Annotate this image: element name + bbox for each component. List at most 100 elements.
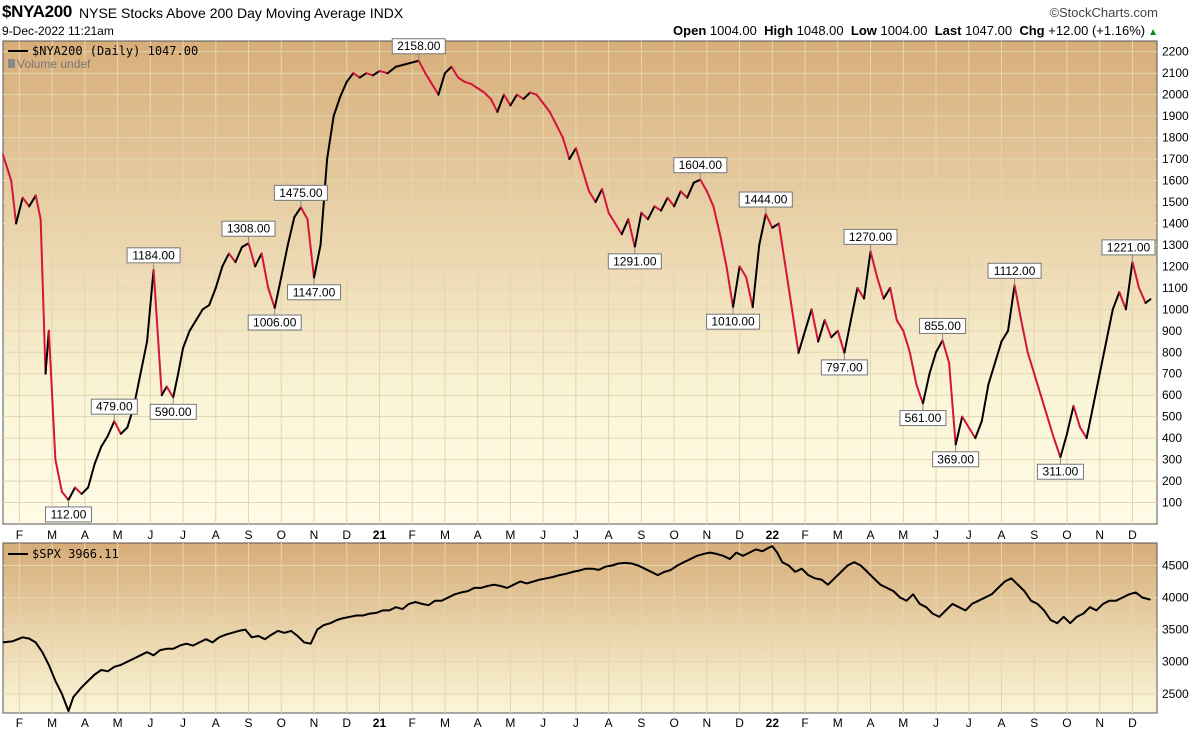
nya200-segment [836, 329, 846, 354]
x-tick-label: S [245, 716, 253, 730]
nya200-segment [1020, 319, 1029, 354]
x-tick-label: A [997, 716, 1005, 730]
annotation-box [221, 220, 276, 237]
nya200-segment [908, 351, 918, 386]
nya200-segment [1105, 308, 1114, 343]
nya200-segment [1118, 291, 1127, 311]
x-tick-label: N [703, 716, 712, 730]
nya200-segment [588, 190, 597, 203]
nya200-segment [293, 206, 302, 219]
nya200-segment [1131, 260, 1140, 289]
nya200-segment [80, 486, 90, 495]
x-tick-label: J [573, 528, 579, 542]
annotation-box [706, 313, 761, 330]
nya200-segment [394, 63, 406, 68]
chart-title: NYSE Stocks Above 200 Day Moving Average… [79, 5, 403, 21]
annotation-label: 2158.00 [397, 39, 441, 53]
nya200-segment [113, 420, 122, 435]
nya200-segment [54, 458, 63, 493]
last-value: 1047.00 [965, 23, 1013, 38]
annotation-box [126, 247, 181, 264]
nya200-segment [915, 383, 924, 405]
nya200-segment [15, 196, 24, 225]
nya200-segment [74, 486, 83, 495]
spx-path [2, 545, 1151, 713]
x-tick-label: S [637, 716, 645, 730]
nya200-segment [928, 351, 938, 375]
x-tick-label: M [505, 528, 515, 542]
x-tick-label: J [966, 716, 972, 730]
nya200-segment [1124, 260, 1134, 311]
nya200-segment [876, 276, 885, 300]
annotation-label: 1221.00 [1107, 240, 1151, 254]
nya200-segment [1007, 284, 1016, 332]
annotation-label: 1006.00 [253, 316, 297, 330]
x-tick-label: A [212, 528, 220, 542]
nya200-segment [614, 222, 623, 236]
x-tick-label: F [16, 716, 23, 730]
x-tick-label: N [703, 528, 712, 542]
x-tick-label: M [833, 716, 843, 730]
x-tick-label: F [409, 716, 416, 730]
nya200-segment [386, 65, 397, 75]
nya200-segment [1059, 432, 1068, 459]
nya200-segment [889, 286, 898, 322]
annotation-label: 1604.00 [679, 158, 723, 172]
nya200-segment [28, 194, 37, 208]
y-tick-label: 1900 [1162, 109, 1189, 123]
annotation-label: 1112.00 [994, 264, 1036, 278]
nya200-segment [1085, 404, 1095, 440]
nya200-segment [496, 93, 505, 113]
annotation-box [1036, 463, 1084, 480]
nya200-segment [758, 213, 767, 246]
x-tick-label: J [573, 716, 579, 730]
nya200-segment [172, 372, 180, 399]
y-tick-label: 4500 [1162, 558, 1189, 572]
nya200-segment [139, 340, 149, 375]
bottom-panel-bg [2, 542, 1158, 714]
y-tick-label: 1500 [1162, 195, 1189, 209]
nya200-segment [470, 82, 479, 90]
y-tick-label: 800 [1162, 345, 1182, 359]
nya200-segment [371, 70, 381, 77]
nya200-segment [463, 80, 473, 85]
x-tick-label: N [1095, 716, 1104, 730]
brand-link[interactable]: ©StockCharts.com [1049, 5, 1158, 20]
y-tick-label: 3000 [1162, 655, 1189, 669]
x-tick-label: M [47, 716, 57, 730]
x-tick-label: J [147, 716, 153, 730]
nya200-segment [195, 308, 204, 322]
nya200-segment [529, 91, 538, 96]
nya200-segment [476, 87, 486, 94]
nya200-segment [358, 72, 368, 79]
nya200-segment [640, 211, 649, 221]
x-tick-label: O [669, 528, 678, 542]
nya200-segment [489, 97, 499, 113]
nya200-segment [660, 196, 669, 212]
x-tick-label: D [1128, 716, 1137, 730]
nya200-segment [280, 243, 289, 279]
nya200-segment [247, 242, 257, 268]
annotation-label: 311.00 [1043, 465, 1079, 479]
nya200-segment [987, 362, 996, 386]
nya200-segment [856, 286, 865, 300]
timestamp: 9-Dec-2022 11:21am [2, 24, 114, 38]
y-tick-label: 1100 [1162, 281, 1188, 295]
nya200-segment [313, 243, 322, 279]
nya200-segment [646, 205, 656, 221]
nya200-segment [177, 346, 185, 375]
nya200-segment [823, 319, 833, 339]
nya200-segment [326, 115, 335, 161]
x-tick-label: D [735, 528, 744, 542]
x-tick-label: A [867, 716, 875, 730]
nya200-segment [751, 243, 761, 309]
spx-line [2, 545, 1151, 713]
annotation-box [820, 359, 868, 376]
nya200-segment [273, 276, 283, 310]
nya200-segment [1039, 394, 1049, 418]
nya200-segment [548, 110, 558, 126]
nya200-segment [1000, 329, 1010, 343]
annotation-box [1101, 239, 1156, 256]
nya200-segment [1013, 284, 1023, 322]
nya200-segment [345, 72, 355, 83]
